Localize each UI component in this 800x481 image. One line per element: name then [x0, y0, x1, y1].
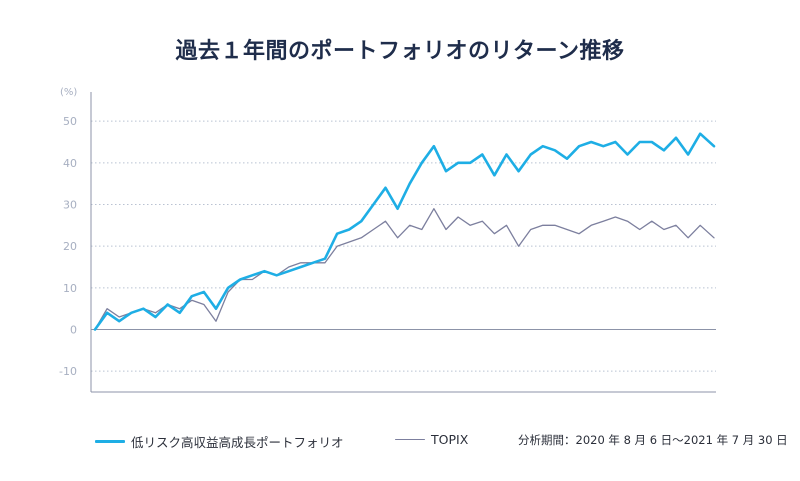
y-tick-label: -10: [59, 365, 77, 378]
chart-title: 過去１年間のポートフォリオのリターン推移: [175, 39, 625, 64]
y-tick-label: 40: [63, 157, 77, 170]
y-unit-label: (%): [60, 87, 77, 98]
legend-label-topix: TOPIX: [431, 432, 469, 447]
series-lines: [93, 132, 716, 331]
series-line-topix: [94, 208, 715, 331]
legend: 低リスク高収益高成長ポートフォリオ TOPIX: [95, 432, 775, 452]
legend-swatch-portfolio: [95, 440, 125, 443]
axes: (%) -10 0 10 20 30 40 50: [59, 87, 716, 393]
analysis-period-note: 分析期間：2020 年 8 月 6 日〜2021 年 7 月 30 日: [518, 433, 788, 447]
legend-item-portfolio: 低リスク高収益高成長ポートフォリオ: [95, 432, 344, 451]
y-tick-label: 50: [63, 115, 77, 128]
y-tick-label: 30: [63, 199, 77, 212]
gridlines: [91, 120, 716, 372]
y-tick-label: 0: [70, 324, 77, 337]
legend-swatch-topix: [395, 438, 425, 441]
legend-item-topix: TOPIX: [395, 432, 468, 447]
y-tick-label: 10: [63, 282, 77, 295]
series-line-portfolio: [93, 132, 716, 331]
legend-label-portfolio: 低リスク高収益高成長ポートフォリオ: [131, 435, 344, 450]
y-tick-label: 20: [63, 240, 77, 253]
